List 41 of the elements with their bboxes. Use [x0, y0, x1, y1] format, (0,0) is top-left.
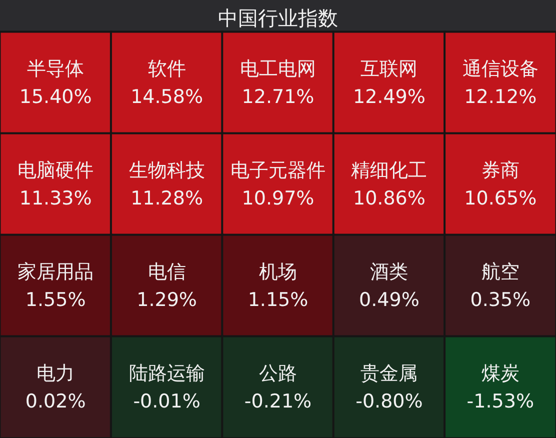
data-label: 15.40%: [19, 86, 92, 108]
category-label: 精细化工: [351, 159, 428, 182]
data-label: 0.49%: [359, 288, 420, 311]
category-label: 公路: [259, 362, 297, 384]
category-label: 机场: [259, 260, 297, 283]
category-label: 电工电网: [240, 58, 316, 80]
category-label: 电力: [36, 362, 75, 384]
data-label: 1.15%: [248, 288, 308, 311]
data-label: 10.97%: [242, 187, 314, 210]
category-label: 电脑硬件: [18, 159, 94, 182]
category-label: 通信设备: [462, 58, 538, 80]
category-label: 生物科技: [128, 159, 205, 182]
data-label: 0.35%: [470, 288, 531, 311]
category-label: 软件: [148, 58, 186, 80]
data-label: 12.49%: [352, 86, 426, 108]
category-label: 电子元器件: [230, 159, 326, 182]
category-label: 酒类: [370, 260, 408, 283]
category-label: 陆路运输: [128, 362, 205, 384]
category-label: 券商: [481, 159, 520, 182]
data-label: 0.02%: [25, 390, 86, 412]
data-label: -1.53%: [466, 390, 534, 412]
category-label: 航空: [481, 260, 520, 283]
data-label: 1.29%: [136, 288, 197, 311]
category-label: 家居用品: [18, 260, 94, 283]
category-label: 互联网: [360, 58, 418, 80]
category-label: 半导体: [27, 58, 84, 80]
data-label: 1.55%: [25, 288, 86, 311]
category-label: 贵金属: [360, 362, 418, 384]
data-label: 11.28%: [130, 187, 204, 210]
data-label: 11.33%: [19, 187, 92, 210]
data-label: 12.71%: [242, 86, 314, 108]
category-label: 电信: [148, 260, 186, 283]
data-label: -0.21%: [244, 390, 312, 412]
data-label: 10.86%: [352, 187, 426, 210]
data-label: 10.65%: [464, 187, 537, 210]
category-label: 煤炭: [481, 362, 520, 384]
data-label: -0.01%: [133, 390, 200, 412]
text: 中国行业指数: [218, 6, 338, 30]
data-label: 12.12%: [464, 86, 537, 108]
data-label: -0.80%: [356, 390, 423, 412]
data-label: 14.58%: [130, 86, 204, 108]
